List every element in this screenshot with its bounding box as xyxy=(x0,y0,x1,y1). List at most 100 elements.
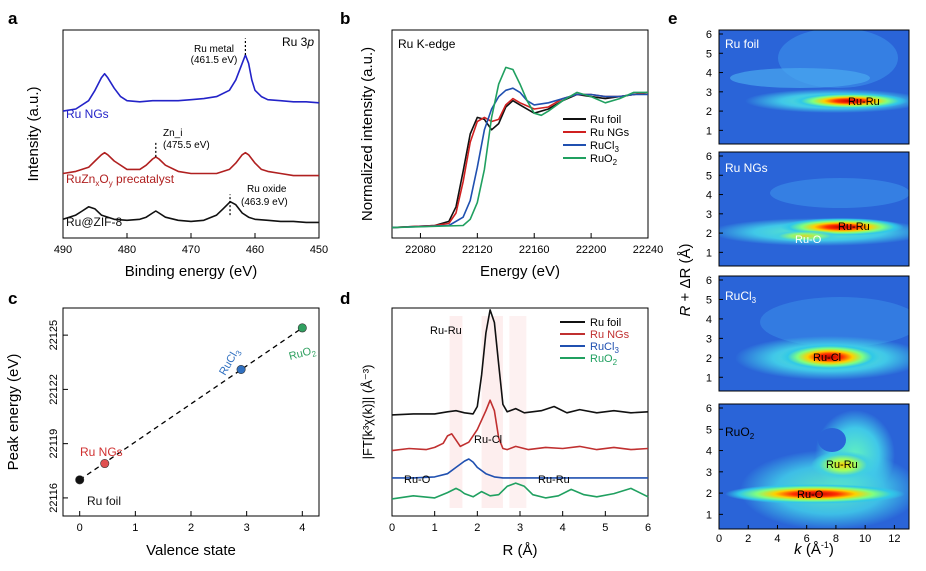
panel-a-ann-zni-value: (475.5 eV) xyxy=(163,140,210,151)
panel-e-ytick-label: 6 xyxy=(706,151,712,163)
panel-e-ytick-label: 6 xyxy=(706,275,712,287)
legend-d-ru-ngs: Ru NGs xyxy=(590,329,630,341)
panel-e-ytick-label: 3 xyxy=(706,209,712,221)
panel-c-xtick-label: 3 xyxy=(244,522,250,534)
panel-e-ytick-label: 2 xyxy=(706,106,712,118)
panel-a-xlabel: Binding energy (eV) xyxy=(125,263,258,280)
panel-letter-e: e xyxy=(668,9,677,28)
map4-label-ru-o: Ru-O xyxy=(797,489,824,501)
map1-blob-b xyxy=(730,68,870,88)
panel-c-xtick-label: 2 xyxy=(188,522,194,534)
panel-c-point-ruo2 xyxy=(297,323,307,333)
panel-e-xlabel: k (Å-1) xyxy=(794,540,834,558)
panel-c-ytick-label: 22125 xyxy=(48,320,60,351)
map4-peak-ru-o xyxy=(725,484,905,504)
panel-a-xtick-label: 490 xyxy=(54,244,72,256)
legend-ruo2: RuO2 xyxy=(590,153,618,167)
panel-b-xlabel: Energy (eV) xyxy=(480,263,560,280)
panel-e-xtick-label: 10 xyxy=(859,533,871,545)
panel-a-label-zif: Ru@ZIF-8 xyxy=(66,215,123,229)
map4-title: RuO2 xyxy=(725,425,755,441)
panel-e-ytick-label: 1 xyxy=(706,509,712,521)
map3-label-ru-cl: Ru-Cl xyxy=(813,352,841,364)
map1-peak xyxy=(792,93,908,109)
map2-peak-b xyxy=(770,230,840,242)
panel-d-xtick-label: 4 xyxy=(560,522,566,534)
panel-e-xtick-label: 12 xyxy=(888,533,900,545)
map3-frame xyxy=(718,275,910,392)
panel-e-ytick-label: 4 xyxy=(706,190,712,202)
panel-a-line-ru-ngs xyxy=(62,54,320,112)
legend-rucl3: RuCl3 xyxy=(590,140,619,154)
panel-letter-d: d xyxy=(340,289,350,308)
panel-c-ytick-label: 22116 xyxy=(48,483,60,513)
panel-b-legend: Ru foil Ru NGs RuCl3 RuO2 xyxy=(563,114,630,167)
panel-a-ann-ru-metal: Ru metal xyxy=(194,44,234,55)
panel-a-ann-zni: Zn_i xyxy=(163,128,182,139)
map3-peak xyxy=(780,344,880,370)
panel-e-xtick-label: 0 xyxy=(716,533,722,545)
panel-e-ytick-label: 4 xyxy=(706,446,712,458)
panel-e-ytick-label: 5 xyxy=(706,424,712,436)
panel-e-xtick-label: 2 xyxy=(745,533,751,545)
panel-e-xtick-label: 4 xyxy=(774,533,780,545)
panel-c-point-ru-foil xyxy=(75,475,85,485)
panel-a-ticks: 490 480 470 460 450 xyxy=(54,233,328,256)
panel-a-xtick-label: 460 xyxy=(246,244,264,256)
panel-d-band xyxy=(449,316,463,508)
legend-ru-ngs: Ru NGs xyxy=(590,127,630,139)
panel-e-ytick-label: 1 xyxy=(706,247,712,259)
panel-d-line-rucl3 xyxy=(392,458,648,479)
legend-d-ruo2: RuO2 xyxy=(590,353,618,367)
panel-b-xtick-label: 22160 xyxy=(519,244,550,256)
panel-a-peak-markers xyxy=(155,38,246,216)
panel-c-xlabel: Valence state xyxy=(146,542,236,559)
map2-frame xyxy=(718,151,910,267)
panel-b-line-ru-foil xyxy=(391,91,649,229)
panel-d-xtick-label: 3 xyxy=(517,522,523,534)
panel-c-frame xyxy=(62,307,320,517)
panel-c-xtick-label: 4 xyxy=(299,522,305,534)
panel-b-line-rucl3 xyxy=(391,87,648,229)
panel-a-line-ru-zif-8 xyxy=(62,200,319,224)
panel-b-xtick-label: 22240 xyxy=(633,244,664,256)
map1-title: Ru foil xyxy=(725,37,759,51)
panel-d-highlight-bands xyxy=(449,316,527,508)
map4-peak-ru-ru xyxy=(811,451,875,479)
map3-blob-a xyxy=(760,297,909,347)
panel-b-series xyxy=(391,66,649,229)
panel-e-xtick-label: 6 xyxy=(804,533,810,545)
panel-e-ytick-label: 3 xyxy=(706,87,712,99)
panel-e-ytick-label: 2 xyxy=(706,353,712,365)
panel-c-label-ru-ngs: Ru NGs xyxy=(80,445,123,459)
panel-e-ytick-label: 4 xyxy=(706,314,712,326)
panel-letter-b: b xyxy=(340,9,350,28)
panel-d-xtick-label: 6 xyxy=(645,522,651,534)
panel-d-line-ruo2 xyxy=(391,482,649,500)
panel-c-ticks: 0 1 2 3 4 22116 22119 22122 22125 xyxy=(48,320,305,534)
panel-a-ann-ru-oxide-value: (463.9 eV) xyxy=(241,197,288,208)
map-ruo2 xyxy=(719,404,909,529)
map2-title: Ru NGs xyxy=(725,161,768,175)
panel-d-line-ru-foil xyxy=(391,309,649,416)
panel-a-line-ruznxoy-precatalyst xyxy=(62,151,319,177)
panel-letter-a: a xyxy=(8,9,18,28)
panel-d-ann-ru-ru-2: Ru-Ru xyxy=(538,474,570,486)
map-ru-foil xyxy=(719,30,909,144)
panel-c-xtick-label: 0 xyxy=(77,522,83,534)
panel-letter-c: c xyxy=(8,289,17,308)
panel-d-legend: Ru foil Ru NGs RuCl3 RuO2 xyxy=(560,317,630,367)
panel-d-xtick-label: 5 xyxy=(602,522,608,534)
panel-a-series xyxy=(62,54,320,224)
panel-b-xtick-label: 22080 xyxy=(405,244,436,256)
map2-bg xyxy=(719,152,909,266)
panel-d-ann-ru-cl: Ru-Cl xyxy=(474,434,502,446)
panel-a-xtick-label: 450 xyxy=(310,244,328,256)
panel-d-xtick-label: 1 xyxy=(432,522,438,534)
panel-e-ytick-label: 1 xyxy=(706,372,712,384)
panel-a-xtick-label: 470 xyxy=(182,244,200,256)
panel-b-title: Ru K-edge xyxy=(398,37,456,51)
panel-c-point-rucl3 xyxy=(236,364,246,374)
